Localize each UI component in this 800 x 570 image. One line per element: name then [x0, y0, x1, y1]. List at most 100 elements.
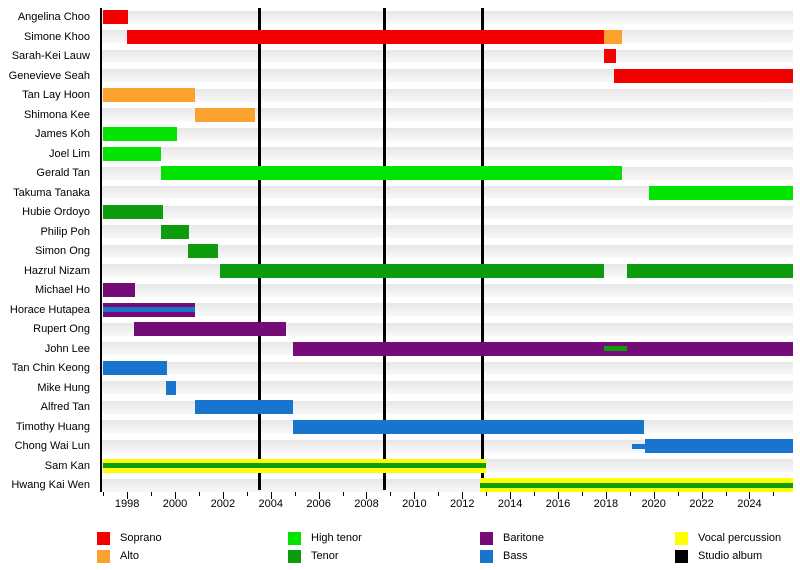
axis-minor-tick: [103, 492, 105, 496]
studio-album-swatch-icon: [675, 550, 688, 563]
axis-minor-tick: [151, 492, 153, 496]
secondary-role-stripe: [603, 346, 628, 351]
legend-label: Studio album: [698, 550, 763, 562]
axis-minor-tick: [486, 492, 488, 496]
member-name-label: Simone Khoo: [23, 30, 90, 43]
member-name-label: Joel Lim: [49, 147, 90, 160]
axis-tick-label: 1998: [114, 498, 140, 510]
row-track: [102, 108, 793, 121]
member-role-bar: [165, 380, 177, 395]
axis-tick-label: 2016: [545, 498, 571, 510]
tenor-swatch-icon: [288, 550, 301, 563]
member-role-bar: [649, 185, 793, 200]
member-name-label: Genevieve Seah: [8, 69, 90, 82]
soprano-swatch-icon: [97, 532, 110, 545]
studio-album-line: [481, 8, 485, 490]
high-tenor-swatch-icon: [288, 532, 301, 545]
legend-label: Soprano: [120, 532, 162, 544]
member-labels: Angelina Choo Simone Khoo Sarah-Kei Lauw Ge…: [0, 8, 95, 500]
member-name-label: Gerald Tan: [36, 167, 90, 179]
axis-major-tick: [701, 492, 703, 499]
axis-tick-label: 2012: [449, 498, 475, 510]
row-track: [102, 381, 793, 394]
member-name-label: Alfred Tan: [40, 401, 90, 413]
axis-tick-label: 2010: [402, 498, 427, 510]
member-name-label: Tan Lay Hoon: [22, 89, 90, 101]
member-role-bar: [103, 283, 136, 297]
axis-tick-label: 2020: [641, 498, 666, 510]
member-role-bar: [603, 29, 623, 44]
legend-item-alto: Alto: [97, 550, 162, 563]
axis-major-tick: [222, 492, 224, 499]
studio-album-line: [382, 8, 386, 490]
x-axis-tick-labels: 1998 2000 2002 2004 2006 2008 2010 2012 2014 2016…: [102, 498, 793, 512]
legend-column: Soprano Alto: [97, 532, 162, 568]
vocal-percussion-swatch-icon: [675, 532, 688, 545]
member-name-label: Shimona Kee: [23, 108, 90, 121]
member-role-bar: [292, 341, 793, 356]
member-role-bar: [292, 419, 645, 434]
axis-tick-label: 2008: [354, 498, 379, 510]
axis-minor-tick: [294, 492, 296, 496]
axis-minor-tick: [725, 492, 727, 496]
axis-minor-tick: [581, 492, 583, 496]
member-role-bar: [103, 205, 163, 219]
member-role-bar: [614, 68, 793, 83]
axis-tick-label: 2004: [258, 498, 283, 510]
legend: Soprano Alto High tenor Tenor Baritone Bass Vo…: [0, 532, 800, 570]
axis-major-tick: [462, 492, 464, 499]
axis-tick-label: 2024: [737, 498, 762, 510]
row-track: [102, 439, 793, 453]
secondary-role-stripe: [103, 307, 196, 312]
axis-minor-tick: [246, 492, 248, 496]
row-track: [102, 186, 793, 199]
member-name-label: Sam Kan: [44, 459, 90, 472]
member-name-label: Sarah-Kei Lauw: [11, 50, 90, 62]
member-role-bar: [603, 49, 616, 63]
legend-column: High tenor Tenor: [288, 532, 362, 568]
axis-major-tick: [175, 492, 176, 499]
axis-tick-label: 2006: [306, 498, 331, 510]
member-role-bar: [103, 146, 162, 161]
member-role-bar: [627, 263, 793, 278]
row-track: [102, 147, 793, 160]
member-name-label: Horace Hutapea: [9, 303, 90, 316]
legend-item-studio-album: Studio album: [675, 550, 781, 563]
axis-major-tick: [749, 492, 751, 499]
row-track: [102, 225, 793, 238]
legend-item-high-tenor: High tenor: [288, 532, 362, 545]
member-role-bar: [188, 244, 218, 258]
member-name-label: John Lee: [44, 342, 90, 355]
member-role-bar: [632, 443, 645, 449]
legend-label: Bass: [503, 550, 528, 562]
axis-major-tick: [414, 492, 416, 499]
member-role-bar: [160, 224, 190, 239]
row-track: [102, 49, 793, 63]
axis-tick-label: 2014: [497, 498, 523, 510]
member-role-bar: [644, 439, 793, 453]
legend-label: Tenor: [311, 550, 339, 562]
row-track: [102, 88, 793, 102]
axis-major-tick: [510, 492, 512, 499]
row-track: [102, 205, 793, 219]
member-role-bar: [103, 88, 196, 102]
legend-item-bass: Bass: [480, 550, 544, 563]
x-axis-ticks: [102, 492, 793, 502]
legend-column: Vocal percussion Studio album: [675, 532, 781, 568]
member-name-label: Hubie Ordoyo: [22, 206, 90, 218]
axis-major-tick: [318, 492, 320, 499]
legend-label: Vocal percussion: [698, 532, 782, 544]
member-name-label: Hwang Kai Wen: [11, 479, 90, 491]
row-track: [102, 283, 793, 297]
secondary-role-stripe: [480, 482, 793, 488]
studio-album-line: [258, 8, 262, 490]
member-name-label: Simon Ong: [34, 245, 90, 257]
member-name-label: James Koh: [34, 128, 90, 140]
member-role-bar: [160, 166, 623, 180]
member-name-label: Mike Hung: [37, 381, 90, 394]
member-role-bar: [134, 322, 286, 336]
member-name-label: Hazrul Nizam: [23, 264, 90, 277]
legend-label: High tenor: [311, 532, 362, 544]
secondary-role-stripe: [103, 463, 487, 468]
axis-minor-tick: [534, 492, 536, 496]
